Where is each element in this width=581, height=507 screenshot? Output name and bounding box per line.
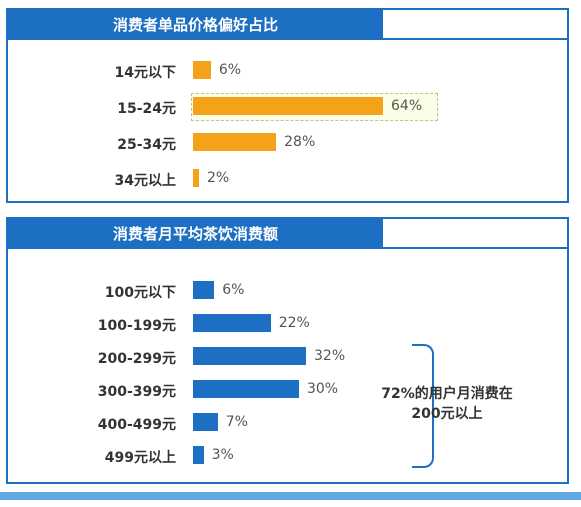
bar	[193, 97, 383, 115]
data-label: 28%	[284, 134, 316, 150]
price-preference-panel: 消费者单品价格偏好占比	[6, 8, 569, 203]
data-label: 30%	[306, 381, 339, 397]
bar	[193, 133, 277, 151]
category-label: 200-299元	[97, 351, 176, 367]
data-label: 2%	[206, 170, 230, 186]
panel-header-strip	[383, 10, 567, 40]
annotation-line-2: 200元以上	[411, 406, 483, 422]
bar	[193, 314, 271, 332]
bar	[193, 380, 299, 398]
data-label: 64%	[391, 98, 423, 114]
category-label: 25-34元	[117, 137, 176, 153]
data-label: 6%	[218, 62, 242, 78]
monthly-spend-title: 消费者月平均茶饮消费额	[8, 219, 383, 249]
category-label: 300-399元	[97, 384, 176, 400]
category-label: 15-24元	[117, 101, 176, 117]
bar	[193, 61, 211, 79]
category-label: 100元以下	[104, 285, 176, 301]
group-bracket	[412, 344, 434, 468]
data-label: 22%	[278, 315, 310, 331]
bottom-decor-band	[0, 492, 581, 500]
bar	[193, 446, 204, 464]
category-label: 400-499元	[97, 417, 176, 433]
data-label: 32%	[314, 348, 346, 364]
data-label: 3%	[211, 447, 234, 463]
bar	[193, 281, 215, 299]
data-label: 7%	[225, 414, 248, 430]
price-preference-title: 消费者单品价格偏好占比	[8, 10, 383, 40]
bar	[193, 169, 199, 187]
annotation-line-1: 72%的用户月消费在	[381, 386, 513, 402]
category-label: 100-199元	[97, 318, 176, 334]
bar	[193, 347, 306, 365]
spend-annotation: 72%的用户月消费在 200元以上	[352, 384, 542, 424]
panel-header-strip	[383, 219, 567, 249]
bar	[193, 413, 218, 431]
data-label: 6%	[222, 282, 245, 298]
category-label: 499元以上	[104, 450, 176, 466]
category-label: 34元以上	[114, 173, 176, 189]
category-label: 14元以下	[114, 65, 176, 81]
